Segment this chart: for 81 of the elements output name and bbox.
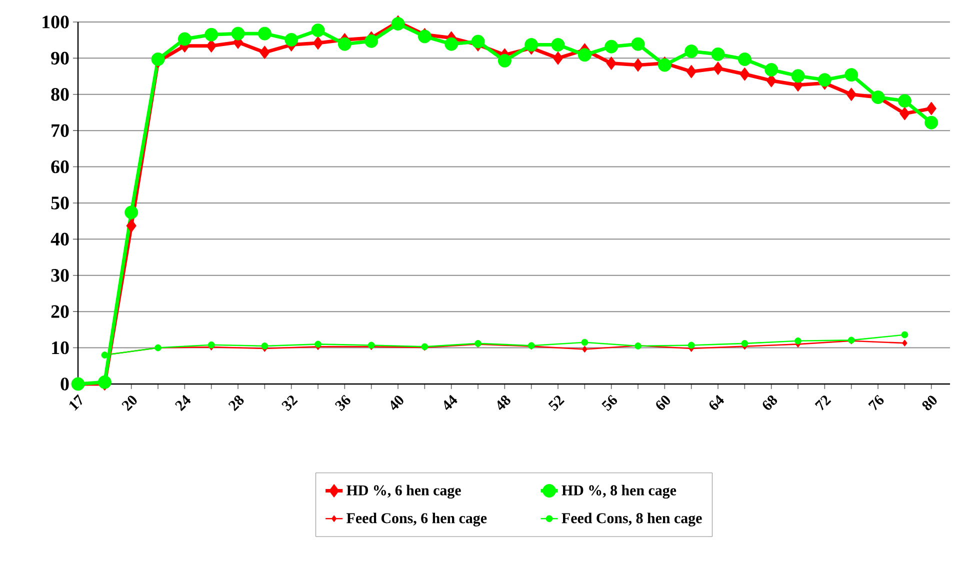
point: [738, 52, 752, 66]
y-tick-label: 70: [52, 124, 69, 137]
x-tick-label: 64: [709, 394, 724, 410]
point: [578, 48, 592, 62]
point: [712, 62, 724, 76]
point: [901, 331, 908, 338]
x-tick-label: 36: [334, 394, 350, 411]
x-tick-label: 80: [922, 396, 937, 410]
x-tick-label: 56: [602, 394, 617, 411]
point: [900, 106, 910, 120]
point: [631, 37, 645, 51]
point: [551, 38, 565, 52]
point: [261, 342, 268, 350]
x-tick-label: 20: [122, 396, 137, 412]
point: [444, 37, 458, 51]
point: [206, 39, 216, 53]
point: [604, 40, 618, 54]
point: [126, 219, 136, 233]
y-tick-label: 40: [50, 232, 69, 246]
point: [606, 56, 616, 70]
point: [582, 346, 588, 353]
legend-label: Feed Cons, 8 hen cage: [562, 512, 702, 526]
x-tick-label: 28: [228, 396, 244, 412]
point: [312, 36, 324, 50]
point: [311, 24, 325, 38]
point: [846, 88, 856, 102]
legend-label: Feed Cons, 6 hen cage: [346, 512, 487, 526]
point: [924, 116, 938, 130]
legend-label: HD %, 6 hen cage: [346, 484, 461, 499]
point: [688, 342, 695, 349]
y-tick-label: 30: [51, 269, 69, 282]
point: [524, 38, 538, 52]
x-tick-label: 44: [444, 394, 458, 410]
point: [552, 51, 564, 65]
x-tick-label: 72: [814, 396, 832, 410]
x-tick-label: 68: [762, 396, 778, 410]
x-tick-label: 48: [497, 396, 510, 410]
x-tick-label: 24: [175, 394, 191, 412]
point: [740, 67, 750, 81]
point: [338, 37, 352, 51]
point: [818, 73, 832, 87]
point: [902, 340, 908, 347]
point: [124, 206, 138, 220]
point: [898, 94, 912, 108]
point: [741, 340, 748, 347]
point: [764, 63, 778, 77]
y-tick-label: 10: [52, 341, 69, 354]
y-tick-label: 100: [42, 16, 69, 28]
y-tick-label: 80: [51, 88, 69, 101]
x-tick-label: 17: [69, 394, 82, 411]
point: [844, 68, 858, 82]
y-tick-label: 0: [60, 378, 69, 390]
x-tick-label: 76: [868, 394, 884, 410]
y-tick-label: 20: [51, 305, 69, 318]
point: [364, 34, 378, 48]
point: [178, 32, 192, 46]
point: [284, 32, 298, 46]
x-tick-label: 40: [390, 396, 404, 410]
point: [471, 34, 485, 48]
point: [794, 337, 802, 344]
point: [926, 102, 936, 116]
point: [632, 58, 644, 72]
y-tick-label: 60: [51, 160, 69, 174]
point: [684, 44, 698, 58]
point: [260, 46, 270, 60]
point: [686, 64, 696, 78]
y-tick-label: 90: [51, 52, 69, 65]
x-tick-label: 52: [548, 396, 565, 411]
point: [208, 341, 215, 348]
point: [581, 338, 588, 346]
point: [231, 26, 245, 40]
x-tick-label: 32: [282, 396, 298, 411]
point: [204, 28, 218, 42]
point: [791, 69, 805, 83]
point: [314, 340, 322, 348]
y-tick-label: 50: [51, 196, 69, 210]
x-tick-label: 60: [656, 396, 670, 410]
point: [498, 54, 512, 68]
point: [711, 47, 725, 61]
legend-label: HD %, 8 hen cage: [562, 484, 676, 499]
point: [258, 26, 272, 40]
